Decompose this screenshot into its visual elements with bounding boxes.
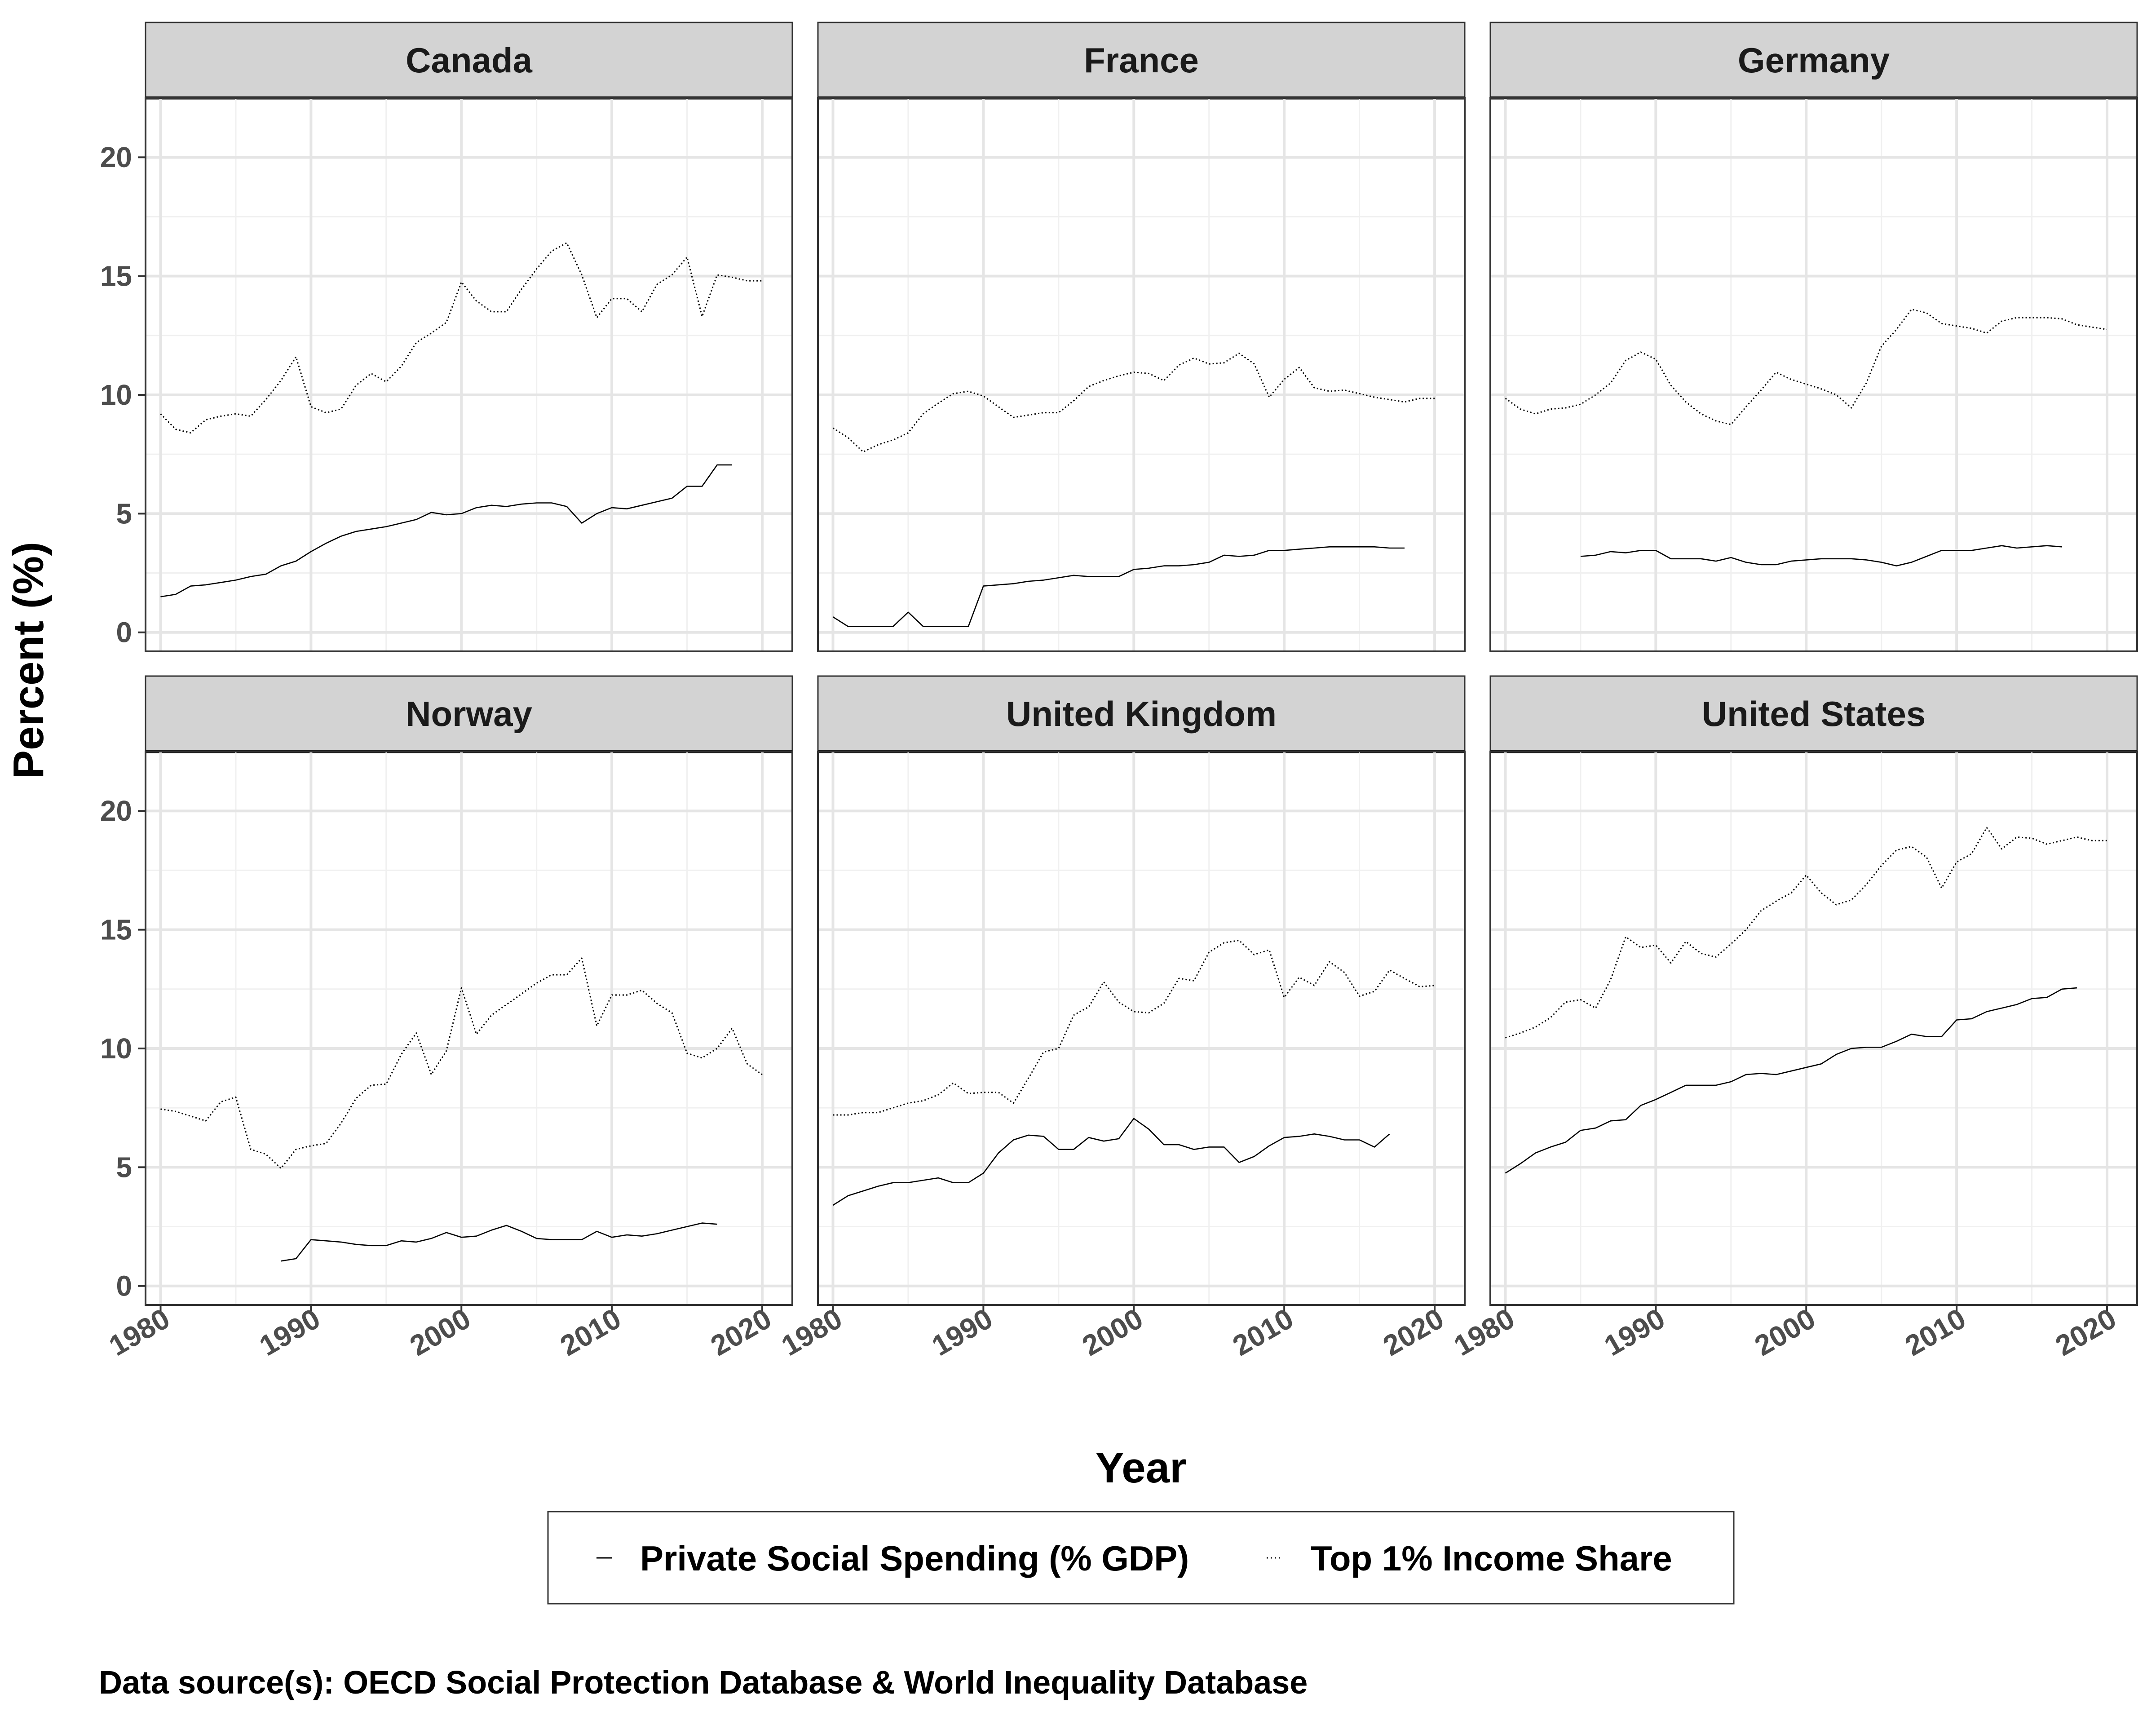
panel-border-france bbox=[817, 97, 1466, 652]
legend-box bbox=[547, 1511, 1735, 1605]
panel-title-united-states: United States bbox=[1702, 694, 1926, 734]
panel-germany: Germany bbox=[1489, 22, 2138, 652]
panel-strip-canada bbox=[145, 22, 793, 99]
panel-strip-norway bbox=[145, 675, 793, 752]
x-tick-label: 1980 bbox=[776, 1302, 848, 1362]
panel-strip-france bbox=[817, 22, 1466, 99]
series-line-united-states-top-1-income-share bbox=[1505, 827, 2107, 1039]
legend: Private Social Spending (% GDP) Top 1% I… bbox=[547, 1511, 1735, 1605]
panel-strip-united-kingdom bbox=[817, 675, 1466, 752]
x-axis-title: Year bbox=[1096, 1444, 1187, 1492]
panel-canada: Canada bbox=[145, 22, 793, 652]
panel-border-united-states bbox=[1489, 751, 2138, 1306]
y-tick-label: 10 bbox=[100, 1032, 132, 1065]
legend-label-private-social-spending: Private Social Spending (% GDP) bbox=[640, 1539, 1189, 1578]
y-tick-label: 20 bbox=[100, 141, 132, 173]
x-tick-label: 2000 bbox=[1077, 1302, 1148, 1362]
x-tick-label: 2020 bbox=[1378, 1302, 1449, 1362]
y-tick-label: 10 bbox=[100, 379, 132, 411]
series-line-france-top-1-income-share bbox=[832, 352, 1435, 453]
x-tick-label: 2000 bbox=[404, 1302, 476, 1362]
series-line-canada-private-social-spending bbox=[160, 464, 732, 597]
panel-border-norway bbox=[145, 751, 793, 1306]
series-line-united-kingdom-private-social-spending bbox=[832, 1118, 1390, 1206]
series-line-norway-top-1-income-share bbox=[160, 957, 763, 1169]
y-axis-title: Percent (%) bbox=[4, 542, 53, 779]
x-tick-label: 2020 bbox=[2050, 1302, 2121, 1362]
panel-title-united-kingdom: United Kingdom bbox=[1006, 694, 1277, 734]
x-tick-label: 1990 bbox=[1599, 1302, 1670, 1362]
panel-title-germany: Germany bbox=[1738, 40, 1890, 80]
panel-united-kingdom: United Kingdom bbox=[817, 675, 1466, 1306]
x-tick-label: 2010 bbox=[1900, 1302, 1971, 1362]
series-line-united-states-private-social-spending bbox=[1505, 987, 2077, 1174]
y-tick-label: 0 bbox=[116, 1270, 132, 1302]
y-tick-label: 15 bbox=[100, 260, 132, 292]
panel-norway: Norway bbox=[145, 675, 793, 1306]
panel-title-canada: Canada bbox=[406, 40, 532, 80]
x-tick-label: 1980 bbox=[104, 1302, 175, 1362]
y-tick-label: 15 bbox=[100, 914, 132, 946]
panel-france: France bbox=[817, 22, 1466, 652]
x-tick-label: 1980 bbox=[1449, 1302, 1520, 1362]
legend-label-top-1-income-share: Top 1% Income Share bbox=[1311, 1539, 1672, 1578]
panel-title-france: France bbox=[1084, 40, 1199, 80]
x-tick-label: 1990 bbox=[254, 1302, 325, 1362]
y-tick-label: 20 bbox=[100, 795, 132, 827]
y-axis-ticks: 0 5 10 15 20 0 5 10 15 20 bbox=[100, 141, 146, 1302]
y-tick-label: 5 bbox=[116, 497, 132, 530]
x-tick-label: 2010 bbox=[1227, 1302, 1299, 1362]
y-tick-label: 5 bbox=[116, 1151, 132, 1183]
series-line-france-private-social-spending bbox=[832, 546, 1405, 627]
x-tick-label: 1990 bbox=[926, 1302, 998, 1362]
panel-united-states: United States bbox=[1489, 675, 2138, 1306]
data-source-caption: Data source(s): OECD Social Protection D… bbox=[99, 1665, 1308, 1701]
panel-border-germany bbox=[1489, 97, 2138, 652]
y-tick-label: 0 bbox=[116, 616, 132, 649]
series-line-germany-private-social-spending bbox=[1580, 545, 2062, 566]
panel-strip-germany bbox=[1489, 22, 2138, 99]
x-tick-label: 2010 bbox=[555, 1302, 626, 1362]
series-line-norway-private-social-spending bbox=[281, 1222, 717, 1262]
x-tick-label: 2000 bbox=[1749, 1302, 1820, 1362]
panel-border-united-kingdom bbox=[817, 751, 1466, 1306]
x-tick-label: 2020 bbox=[705, 1302, 777, 1362]
panel-title-norway: Norway bbox=[406, 694, 532, 734]
chart-panels: Canada France Germany Norway United Kingdom U… bbox=[145, 22, 2138, 1306]
panel-border-canada bbox=[145, 97, 793, 652]
